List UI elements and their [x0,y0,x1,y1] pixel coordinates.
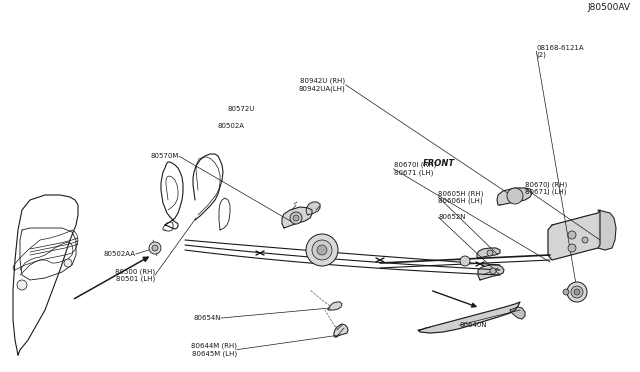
Circle shape [460,256,470,266]
Text: 80942U (RH)
80942UA(LH): 80942U (RH) 80942UA(LH) [299,78,346,92]
Circle shape [312,240,332,260]
Circle shape [293,215,299,221]
Text: 80570M: 80570M [151,153,179,159]
Text: 80502AA: 80502AA [104,251,136,257]
Circle shape [17,280,27,290]
Circle shape [582,237,588,243]
Polygon shape [282,207,312,228]
Circle shape [574,289,580,295]
Text: 80502A: 80502A [218,124,244,129]
Polygon shape [478,265,504,280]
Polygon shape [306,202,320,215]
Polygon shape [477,248,500,258]
Circle shape [568,231,576,239]
Text: 80640N: 80640N [460,322,487,328]
Circle shape [571,286,583,298]
Text: 80572U: 80572U [227,106,255,112]
Text: 80605H (RH)
80606H (LH): 80605H (RH) 80606H (LH) [438,190,484,204]
Polygon shape [418,302,520,333]
Circle shape [507,188,523,204]
Text: FRONT: FRONT [422,159,454,168]
Polygon shape [497,188,532,205]
Circle shape [317,245,327,255]
Circle shape [152,245,158,251]
Polygon shape [334,324,348,337]
Text: J80500AV: J80500AV [587,3,630,12]
Polygon shape [328,302,342,310]
Circle shape [568,244,576,252]
Text: 80670J (RH)
80671J (LH): 80670J (RH) 80671J (LH) [525,181,567,195]
Text: 80652N: 80652N [438,214,466,220]
Circle shape [306,234,338,266]
Circle shape [563,289,569,295]
Text: 08168-6121A
(2): 08168-6121A (2) [536,45,584,58]
Text: 80654N: 80654N [193,315,221,321]
Circle shape [490,268,496,274]
Text: 80500 (RH)
80501 (LH): 80500 (RH) 80501 (LH) [115,268,155,282]
Circle shape [290,212,302,224]
Circle shape [64,259,72,267]
Polygon shape [510,307,525,319]
Polygon shape [548,210,600,260]
Circle shape [487,250,493,256]
Circle shape [149,242,161,254]
Polygon shape [598,210,616,250]
Text: 80670I (RH)
80671 (LH): 80670I (RH) 80671 (LH) [394,162,436,176]
Circle shape [567,282,587,302]
Text: 80644M (RH)
80645M (LH): 80644M (RH) 80645M (LH) [191,343,237,357]
